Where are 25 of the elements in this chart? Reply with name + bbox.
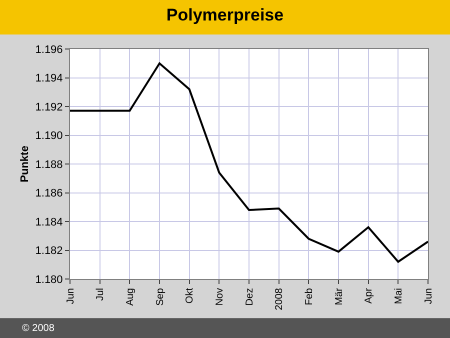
x-tick-label: Mai bbox=[393, 288, 404, 304]
x-tick-label: 2008 bbox=[274, 288, 286, 310]
x-tick-label: Jul bbox=[95, 288, 106, 301]
y-axis-title: Punkte bbox=[18, 146, 31, 182]
y-tick-label: 1.192 bbox=[35, 101, 63, 114]
x-tick-label: Okt bbox=[184, 288, 196, 304]
y-tick-label: 1.196 bbox=[35, 44, 63, 56]
y-tick-label: 1.180 bbox=[35, 274, 63, 286]
x-tick-label: Jun bbox=[423, 288, 434, 304]
x-tick-label: Dez bbox=[244, 288, 256, 306]
chart-title: Polymerpreise bbox=[166, 5, 284, 24]
x-tick-label: Mär bbox=[334, 287, 345, 306]
y-tick-label: 1.182 bbox=[35, 245, 63, 258]
x-tick-label: Nov bbox=[214, 288, 226, 306]
x-tick-label: Jun bbox=[65, 288, 76, 304]
x-tick-label: Apr bbox=[364, 287, 375, 304]
y-tick-label: 1.186 bbox=[35, 188, 63, 200]
x-tick-label: Sep bbox=[154, 288, 166, 306]
y-tick-label: 1.188 bbox=[35, 158, 63, 171]
x-tick-label: Feb bbox=[304, 288, 315, 306]
y-tick-label: 1.190 bbox=[35, 130, 63, 142]
y-tick-label: 1.194 bbox=[35, 72, 63, 85]
y-tick-label: 1.184 bbox=[35, 216, 63, 228]
text: © 2008 bbox=[22, 323, 55, 334]
x-tick-label: Aug bbox=[124, 288, 136, 306]
